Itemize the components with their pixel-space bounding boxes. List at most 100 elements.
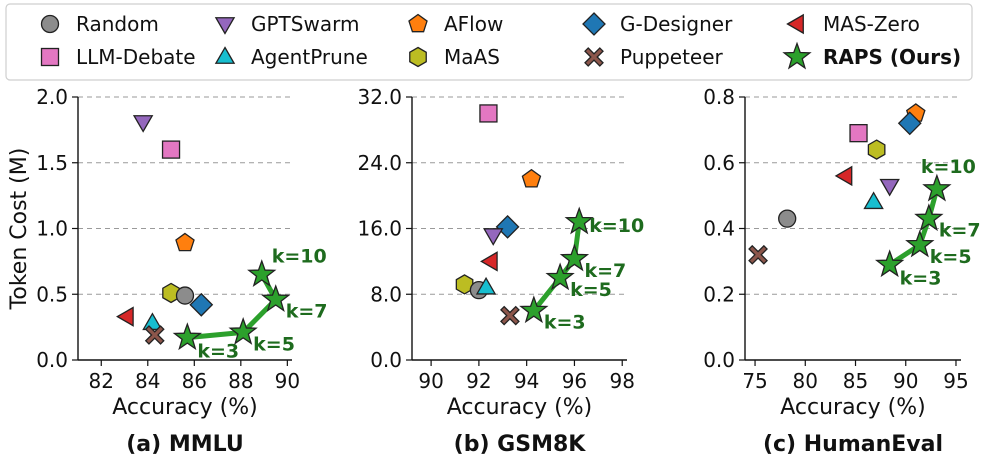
x-tick-label: 90 xyxy=(418,369,443,393)
x-tick-label: 98 xyxy=(609,369,634,393)
legend-label-puppeteer: Puppeteer xyxy=(620,45,724,69)
point-gptswarm xyxy=(483,228,504,246)
point-raps xyxy=(228,316,258,345)
x-axis-label: Accuracy (%) xyxy=(780,395,926,420)
x-tick-label: 92 xyxy=(466,369,491,393)
chart-panel-2: 90 92 94 96 98 0.0 8.0 16.0 24.0 32.0 Accuracy (%)… xyxy=(357,85,644,457)
point-raps xyxy=(905,229,935,258)
legend-label-llmdebate: LLM-Debate xyxy=(76,45,196,69)
raps-k-label: k=7 xyxy=(286,301,328,323)
point-raps xyxy=(564,206,594,235)
point-puppeteer xyxy=(748,244,768,265)
point-agentprune xyxy=(863,191,884,210)
legend-item-random: Random xyxy=(40,12,159,36)
x-tick-label: 80 xyxy=(793,369,818,393)
legend-item-maas: MaAS xyxy=(409,45,500,69)
random-marker-icon xyxy=(40,14,60,34)
chart-panel-3: 75 80 85 90 95 0.0 0.2 0.4 0.6 0.8 Accuracy (%) (c)… xyxy=(703,85,980,457)
point-maas xyxy=(162,282,180,304)
point-gdesigner xyxy=(897,111,922,136)
x-tick-label: 95 xyxy=(943,369,968,393)
agentprune-marker-icon xyxy=(214,46,236,64)
raps-k-label: k=5 xyxy=(253,333,295,355)
legend-label-gdesigner: G-Designer xyxy=(620,12,733,36)
legend-item-gptswarm: GPTSwarm xyxy=(214,12,359,36)
point-maszero xyxy=(834,165,853,187)
point-maszero xyxy=(480,251,498,272)
point-raps xyxy=(545,262,575,291)
x-axis-label: Accuracy (%) xyxy=(112,395,258,420)
point-puppeteer xyxy=(500,305,520,326)
y-tick-label: 2.0 xyxy=(36,85,68,109)
legend-item-aflow: AFlow xyxy=(408,12,503,36)
point-raps xyxy=(922,173,952,202)
point-gptswarm xyxy=(879,178,900,197)
y-tick-label: 0.0 xyxy=(370,348,402,372)
y-tick-label: 1.5 xyxy=(36,151,68,175)
legend-frame xyxy=(5,3,973,81)
point-raps xyxy=(519,295,549,324)
legend-label-maszero: MAS-Zero xyxy=(823,12,920,36)
raps-k-label: k=3 xyxy=(900,268,942,290)
y-tick-label: 8.0 xyxy=(370,282,402,306)
chart-caption: (a) MMLU xyxy=(126,432,244,457)
chart-panel-1: 82 84 86 88 90 0.0 0.5 1.0 1.5 2.0 Accuracy (%) Tok… xyxy=(7,85,327,457)
legend-item-puppeteer: Puppeteer xyxy=(584,45,724,69)
raps-k-label: k=7 xyxy=(939,220,981,242)
gdesigner-marker-icon xyxy=(582,12,606,36)
point-llmdebate xyxy=(479,104,498,123)
gptswarm-marker-icon xyxy=(214,17,236,35)
point-maszero xyxy=(116,306,134,327)
x-tick-label: 82 xyxy=(89,369,114,393)
y-tick-label: 24.0 xyxy=(357,151,402,175)
point-maas xyxy=(455,274,474,295)
point-aflow xyxy=(521,168,542,188)
chart-caption: (b) GSM8K xyxy=(454,432,587,457)
raps-line xyxy=(184,272,279,341)
y-tick-label: 0.2 xyxy=(703,282,735,306)
point-llmdebate xyxy=(849,124,868,143)
puppeteer-marker-icon xyxy=(584,47,604,67)
chart-caption: (c) HumanEval xyxy=(763,432,943,457)
plots: 82 84 86 88 90 0.0 0.5 1.0 1.5 2.0 Accuracy (%) Tok… xyxy=(7,85,981,457)
x-tick-label: 84 xyxy=(135,369,160,393)
point-aflow xyxy=(175,232,195,252)
y-tick-label: 0.0 xyxy=(36,348,68,372)
legend-item-maszero: MAS-Zero xyxy=(786,12,920,36)
aflow-marker-icon xyxy=(408,13,428,33)
raps-k-label: k=10 xyxy=(589,215,644,237)
y-tick-label: 0.4 xyxy=(703,217,735,241)
x-tick-label: 75 xyxy=(742,369,767,393)
point-random xyxy=(778,209,797,228)
point-puppeteer xyxy=(144,325,165,345)
point-maas xyxy=(867,139,886,160)
legend-label-random: Random xyxy=(76,12,159,36)
raps-k-label: k=3 xyxy=(197,341,239,363)
legend-item-llmdebate: LLM-Debate xyxy=(40,45,196,69)
maszero-marker-icon xyxy=(786,13,804,35)
raps-k-label: k=10 xyxy=(921,156,976,178)
x-tick-label: 96 xyxy=(562,369,587,393)
raps-line xyxy=(887,186,940,268)
maas-marker-icon xyxy=(409,46,427,68)
y-tick-label: 0.5 xyxy=(36,282,68,306)
x-axis-label: Accuracy (%) xyxy=(447,395,593,420)
legend-label-raps: RAPS (Ours) xyxy=(823,45,961,69)
legend-item-agentprune: AgentPrune xyxy=(214,45,368,69)
y-tick-label: 1.0 xyxy=(36,217,68,241)
legend-label-aflow: AFlow xyxy=(444,12,503,36)
raps-k-label: k=5 xyxy=(570,279,612,301)
legend-label-gptswarm: GPTSwarm xyxy=(251,12,359,36)
raps-k-label: k=3 xyxy=(544,312,586,334)
y-tick-label: 16.0 xyxy=(357,217,402,241)
point-raps xyxy=(914,203,944,232)
legend-item-raps: RAPS (Ours) xyxy=(782,41,961,70)
x-tick-label: 85 xyxy=(843,369,868,393)
y-axis-label: Token Cost (M) xyxy=(7,148,32,311)
raps-k-label: k=10 xyxy=(272,246,327,268)
legend-item-gdesigner: G-Designer xyxy=(582,12,733,36)
point-gptswarm xyxy=(132,115,154,133)
y-tick-label: 0.6 xyxy=(703,151,735,175)
x-tick-label: 88 xyxy=(228,369,253,393)
